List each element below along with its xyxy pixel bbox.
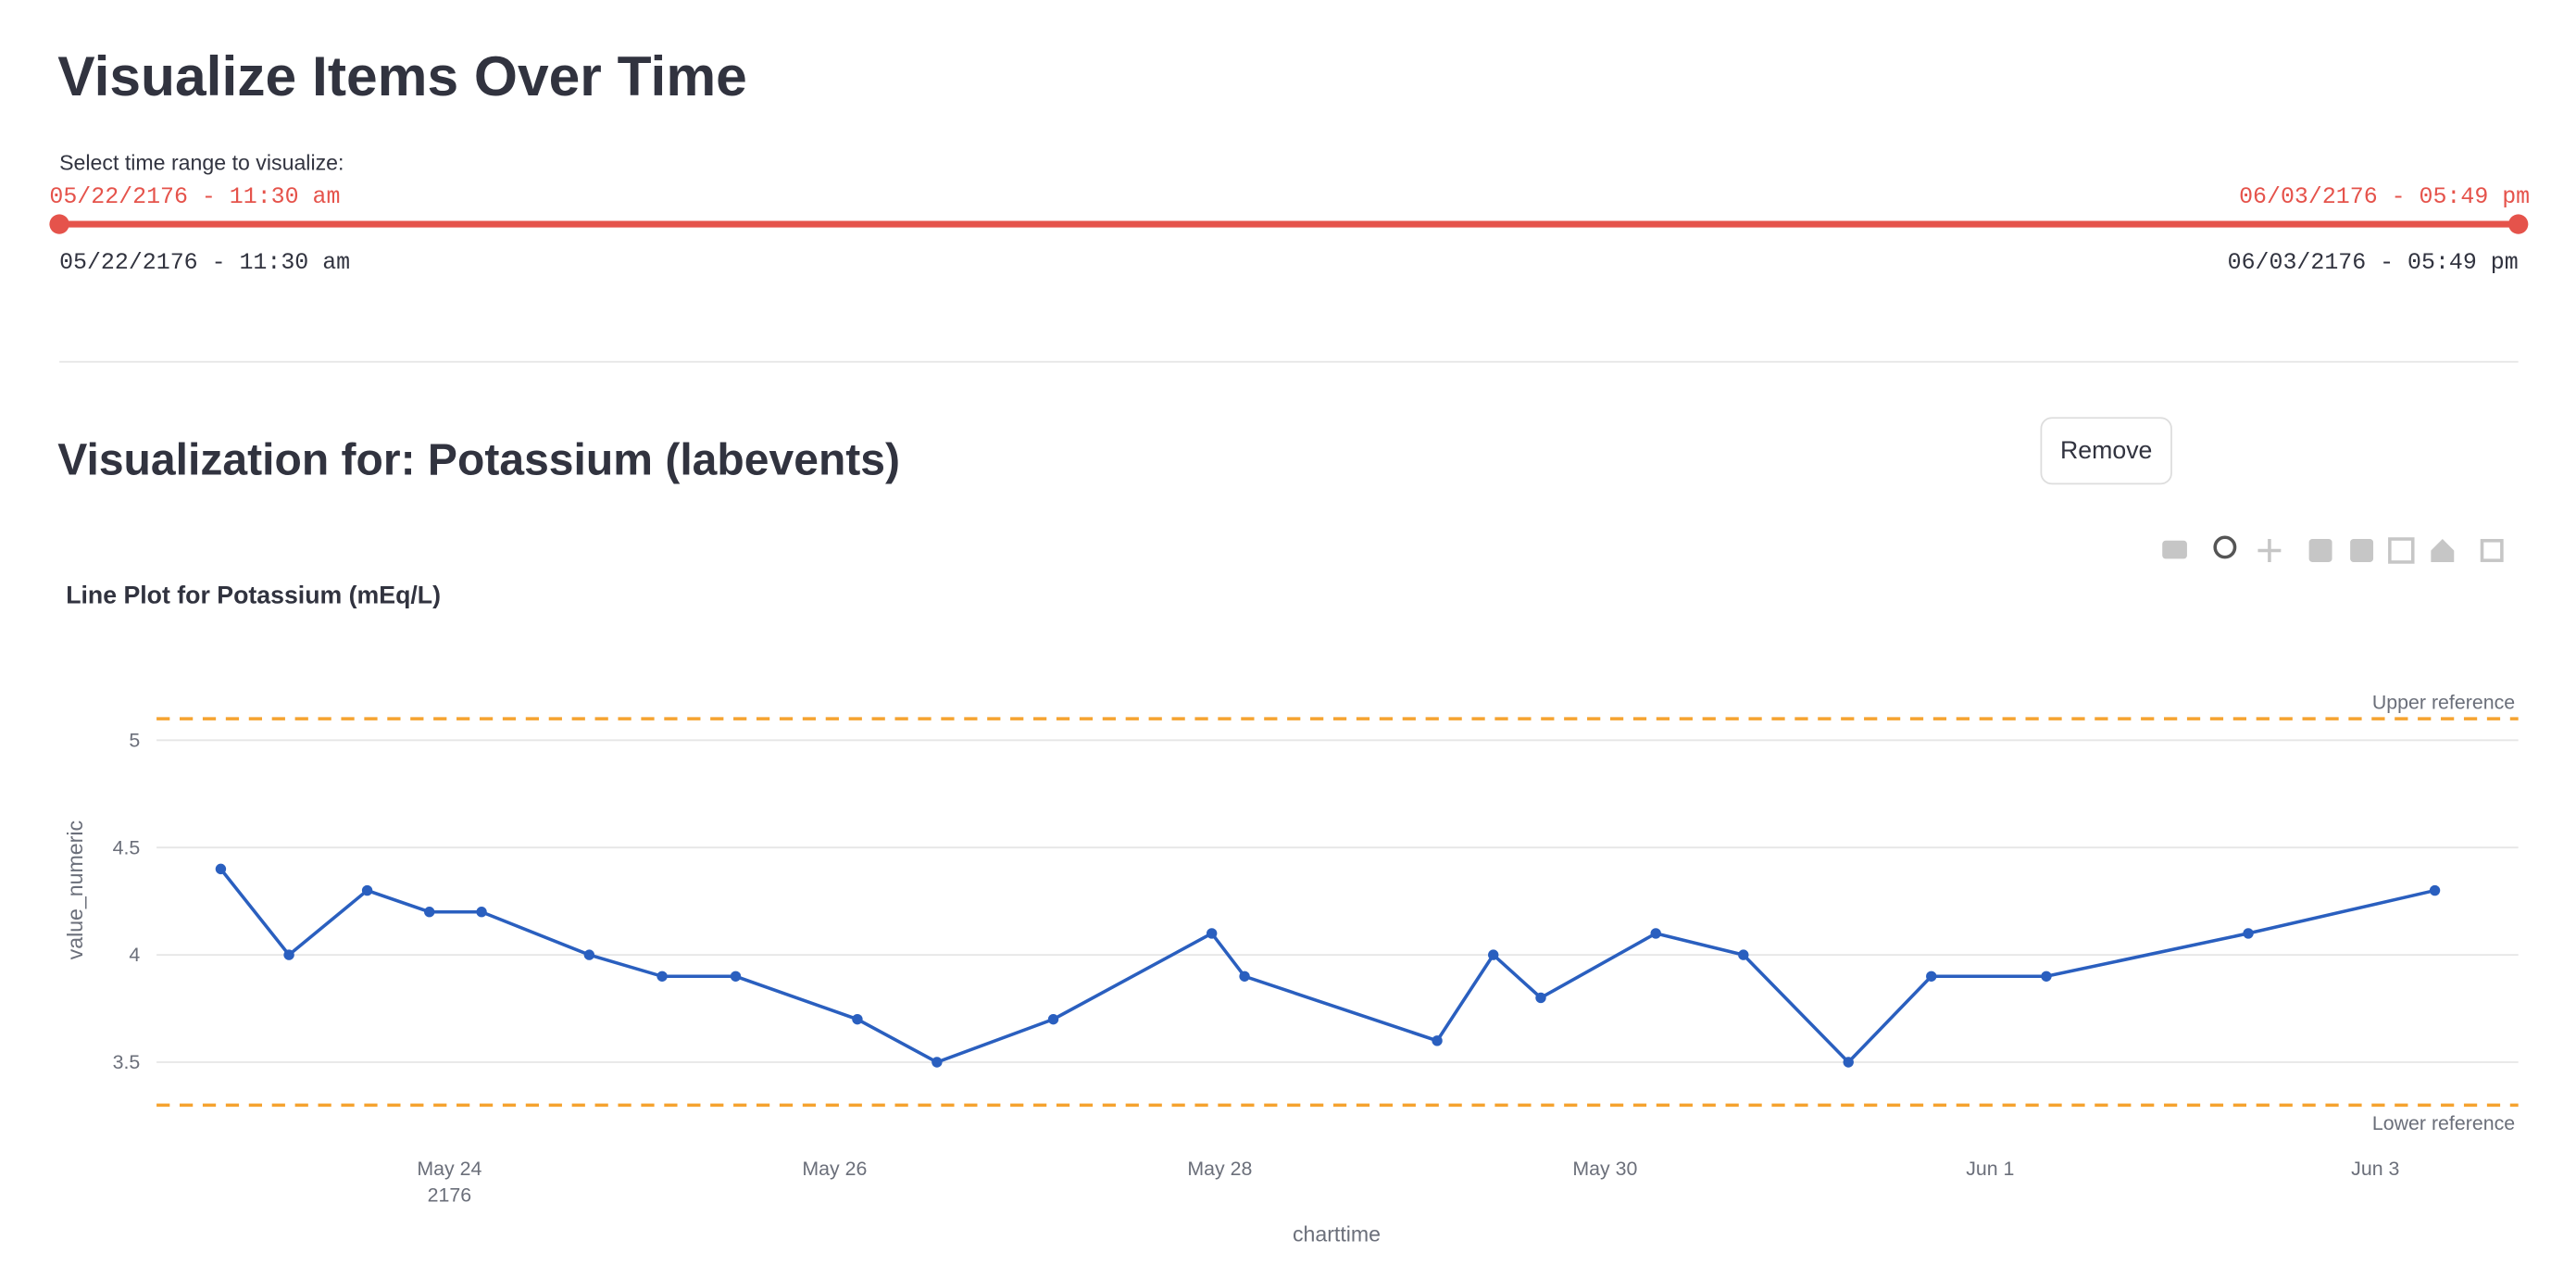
data-point	[1843, 1057, 1854, 1068]
x-tick-label: May 28	[1187, 1158, 1252, 1180]
slider-end-value: 06/03/2176 - 05:49 pm	[2239, 184, 2531, 211]
fullscreen-icon[interactable]	[2480, 539, 2504, 562]
data-point	[1047, 1013, 1059, 1025]
zoom-icon[interactable]	[2213, 535, 2237, 559]
x-tick-label-line: 2176	[428, 1184, 471, 1207]
data-point	[2429, 884, 2441, 896]
zoom-out-icon[interactable]	[2350, 539, 2374, 562]
data-line	[219, 868, 2435, 1065]
reset-icon[interactable]	[2431, 539, 2455, 562]
slider-max-label: 06/03/2176 - 05:49 pm	[2227, 250, 2519, 278]
data-point	[361, 884, 373, 896]
x-tick-label: May 26	[802, 1158, 867, 1180]
data-point	[583, 949, 595, 960]
reference-label: Lower reference	[2372, 1112, 2515, 1134]
y-axis-label: value_numeric	[63, 820, 87, 959]
y-tick-label: 3.5	[113, 1051, 141, 1073]
page-title: Visualize Items Over Time	[57, 45, 747, 109]
data-point	[2243, 928, 2254, 939]
section-title: Visualization for: Potassium (labevents)	[57, 434, 901, 485]
pan-icon[interactable]	[2257, 539, 2282, 562]
data-point	[283, 949, 294, 960]
x-tick-label: May 30	[1572, 1158, 1637, 1180]
slider-thumb[interactable]	[2508, 214, 2529, 234]
modebar	[2162, 535, 2504, 564]
y-tick-label: 5	[129, 729, 140, 751]
data-point	[1239, 971, 1250, 982]
y-tick-label: 4	[129, 944, 140, 966]
x-tick-label: Jun 1	[1966, 1158, 2014, 1180]
data-point	[657, 971, 668, 982]
data-point	[1738, 949, 1749, 960]
slider-label: Select time range to visualize:	[59, 149, 344, 175]
autoscale-icon[interactable]	[2388, 537, 2415, 564]
data-point	[1488, 949, 1499, 960]
chart-title: Line Plot for Potassium (mEq/L)	[66, 581, 441, 608]
data-point	[215, 863, 227, 875]
data-point	[1432, 1035, 1443, 1046]
slider-thumb[interactable]	[49, 214, 69, 234]
data-point	[2041, 971, 2052, 982]
data-point	[852, 1013, 863, 1025]
data-point	[1926, 971, 1937, 982]
x-tick-label-line: May 24	[417, 1158, 481, 1180]
x-tick-label: Jun 3	[2351, 1158, 2399, 1180]
remove-button[interactable]: Remove	[2040, 417, 2172, 485]
data-point	[424, 907, 435, 918]
x-tick-label: May 24 2176	[417, 1158, 481, 1206]
data-point	[476, 907, 487, 918]
data-point	[932, 1057, 943, 1068]
y-tick-label: 4.5	[113, 836, 141, 858]
camera-icon[interactable]	[2162, 540, 2187, 559]
data-point	[1206, 928, 1218, 939]
data-point	[1650, 928, 1661, 939]
slider-min-label: 05/22/2176 - 11:30 am	[59, 250, 351, 278]
divider	[59, 360, 2519, 363]
slider-track	[59, 220, 2519, 228]
zoom-in-icon[interactable]	[2308, 539, 2332, 562]
x-axis-label: charttime	[1293, 1221, 1381, 1246]
data-point	[730, 971, 742, 982]
data-point	[1535, 992, 1546, 1004]
slider-start-value: 05/22/2176 - 11:30 am	[49, 184, 341, 211]
reference-label: Upper reference	[2372, 691, 2515, 713]
